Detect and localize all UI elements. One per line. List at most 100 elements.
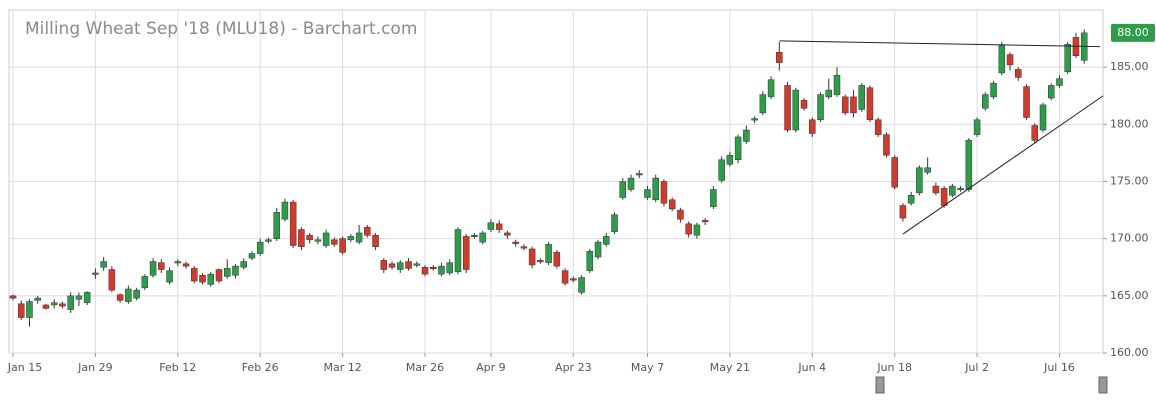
candle-body bbox=[166, 270, 173, 283]
candle-body bbox=[932, 185, 940, 194]
candle-body bbox=[850, 96, 857, 114]
candle-body bbox=[438, 265, 445, 275]
candle-body bbox=[1056, 78, 1063, 86]
y-tick-label: 180.00 bbox=[1110, 117, 1149, 130]
trendline bbox=[902, 95, 1104, 235]
candle-body bbox=[644, 189, 651, 198]
candle-body bbox=[553, 252, 561, 267]
candle-body bbox=[248, 253, 256, 259]
x-tick-label: Feb 12 bbox=[159, 361, 196, 374]
candle-body bbox=[372, 234, 379, 247]
candle-body bbox=[957, 188, 964, 191]
candle-body bbox=[891, 157, 898, 188]
candle-body bbox=[594, 241, 602, 258]
x-tick-label: Jun 18 bbox=[876, 361, 912, 374]
candle-body bbox=[982, 94, 989, 109]
candle-body bbox=[429, 267, 437, 269]
candle-body bbox=[504, 232, 511, 236]
candle-body bbox=[611, 214, 618, 233]
candle-body bbox=[495, 223, 503, 230]
candle-body bbox=[668, 199, 676, 210]
candle-body bbox=[454, 229, 462, 273]
candle-body bbox=[322, 232, 330, 246]
candle-body bbox=[528, 248, 536, 266]
candle-body bbox=[34, 297, 41, 301]
x-tick-label: Jan 15 bbox=[7, 361, 42, 374]
candle-body bbox=[298, 229, 305, 247]
candle-body bbox=[191, 268, 198, 282]
last-price-box bbox=[1111, 23, 1155, 42]
candle-body bbox=[701, 220, 709, 223]
candle-body bbox=[256, 241, 264, 254]
candle-body bbox=[479, 232, 486, 243]
candle-body bbox=[50, 302, 58, 306]
y-tick-label: 165.00 bbox=[1110, 289, 1149, 302]
candle-body bbox=[92, 272, 99, 275]
candle-body bbox=[355, 232, 363, 243]
candle-body bbox=[273, 212, 280, 239]
candle-body bbox=[635, 173, 643, 176]
candle-body bbox=[174, 261, 182, 264]
candle-body bbox=[776, 52, 783, 63]
candle-body bbox=[841, 96, 849, 114]
chart-title: Milling Wheat Sep '18 (MLU18) - Barchart… bbox=[25, 19, 417, 39]
candle-body bbox=[42, 304, 50, 309]
candle-body bbox=[462, 236, 470, 270]
x-tick-label: Jul 16 bbox=[1043, 361, 1075, 374]
candle-body bbox=[199, 275, 206, 283]
candle-body bbox=[397, 262, 404, 270]
candle-body bbox=[17, 303, 25, 318]
candle-body bbox=[223, 268, 231, 277]
candle-body bbox=[759, 94, 767, 114]
candle-body bbox=[133, 289, 140, 299]
candle-body bbox=[182, 263, 190, 267]
candle-body bbox=[421, 267, 429, 275]
candle-body bbox=[141, 276, 149, 289]
scroll-handle[interactable] bbox=[875, 376, 885, 394]
candle-body bbox=[570, 278, 577, 281]
x-tick-label: Mar 12 bbox=[323, 361, 361, 374]
candle-body bbox=[232, 265, 239, 276]
x-tick-label: Apr 23 bbox=[555, 361, 592, 374]
candle-body bbox=[331, 239, 338, 245]
x-tick-label: Jul 2 bbox=[964, 361, 989, 374]
candle-body bbox=[413, 263, 421, 266]
candle-body bbox=[899, 205, 907, 219]
y-tick-label: 175.00 bbox=[1110, 175, 1149, 188]
candle-body bbox=[215, 269, 223, 282]
candle-body bbox=[75, 295, 83, 300]
candle-body bbox=[907, 194, 915, 204]
candle-body bbox=[561, 270, 569, 284]
candle-body bbox=[685, 223, 692, 235]
scroll-handle[interactable] bbox=[1098, 376, 1108, 394]
candle-body bbox=[314, 239, 322, 242]
candle-body bbox=[1031, 125, 1039, 141]
candle-body bbox=[652, 177, 659, 201]
candle-body bbox=[990, 82, 997, 98]
candle-body bbox=[1064, 44, 1071, 72]
x-tick-label: Mar 26 bbox=[406, 361, 444, 374]
candle-body bbox=[874, 119, 882, 135]
candle-body bbox=[306, 234, 313, 241]
candle-body bbox=[627, 177, 635, 190]
candle-body bbox=[240, 261, 247, 268]
candle-body bbox=[405, 261, 412, 269]
candle-body bbox=[388, 263, 396, 268]
y-tick-label: 185.00 bbox=[1110, 60, 1149, 73]
candle-body bbox=[1015, 69, 1022, 78]
candle-body bbox=[100, 261, 107, 268]
x-tick-label: Jan 29 bbox=[77, 361, 112, 374]
candle-body bbox=[809, 119, 816, 134]
x-tick-label: May 21 bbox=[710, 361, 750, 374]
candle-body bbox=[800, 100, 808, 109]
candle-body bbox=[364, 226, 371, 236]
candle-body bbox=[833, 74, 841, 95]
candle-body bbox=[916, 167, 923, 194]
candle-body bbox=[726, 154, 734, 165]
candle-body bbox=[158, 262, 165, 270]
candle-body bbox=[924, 167, 931, 173]
candle-body bbox=[817, 94, 824, 121]
candle-body bbox=[289, 201, 297, 246]
trendline bbox=[779, 40, 1100, 48]
candle-body bbox=[940, 188, 948, 206]
